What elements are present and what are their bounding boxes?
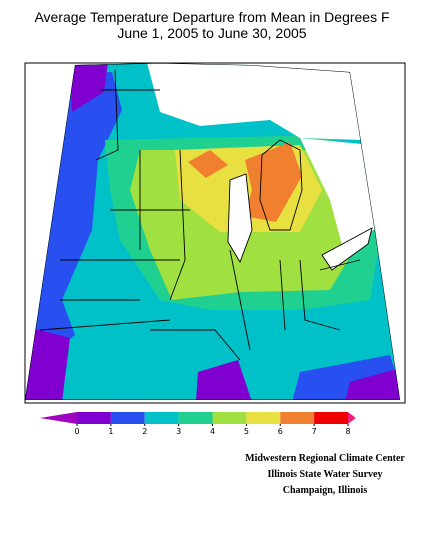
legend-tick-label: 1 — [108, 427, 113, 436]
credit: Champaign, Illinois — [283, 485, 368, 496]
legend-swatch — [77, 412, 111, 424]
legend-swatch — [212, 412, 247, 424]
legend-low-arrow — [40, 412, 77, 424]
legend-high-arrow — [348, 412, 356, 424]
legend-tick-label: 2 — [142, 427, 147, 436]
legend-swatch — [110, 412, 145, 424]
legend-tick-label: 5 — [244, 427, 249, 436]
legend-tick-label: 4 — [210, 427, 215, 436]
legend-swatch — [144, 412, 179, 424]
credit: Midwestern Regional Climate Center — [245, 453, 405, 464]
legend-tick-label: 8 — [345, 427, 350, 436]
legend-tick-label: 0 — [74, 427, 79, 436]
title-line: June 1, 2005 to June 30, 2005 — [117, 25, 306, 41]
map-frame — [24, 62, 406, 404]
title-line: Average Temperature Departure from Mean … — [34, 9, 389, 25]
legend-tick-label: 6 — [278, 427, 283, 436]
legend-tick-label: 7 — [312, 427, 317, 436]
legend-swatch — [314, 412, 348, 424]
credit: Illinois State Water Survey — [268, 469, 383, 480]
legend-tick-label: 3 — [176, 427, 181, 436]
legend-swatch — [178, 412, 213, 424]
legend: 0 1 2 3 4 5 6 7 8 — [40, 412, 356, 436]
map — [25, 63, 400, 400]
legend-swatch — [280, 412, 315, 424]
legend-swatch — [246, 412, 281, 424]
